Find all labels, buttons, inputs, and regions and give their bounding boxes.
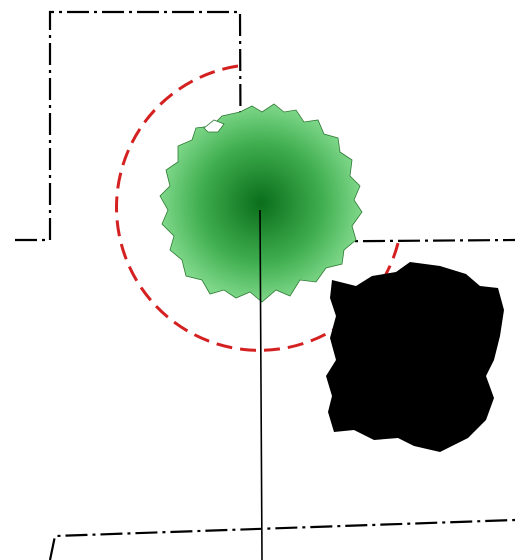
reference-line (259, 209, 263, 560)
building-mass (326, 262, 504, 452)
boundary-line (48, 518, 515, 560)
canopy-gap (203, 119, 225, 133)
tree-canopy (159, 103, 363, 303)
